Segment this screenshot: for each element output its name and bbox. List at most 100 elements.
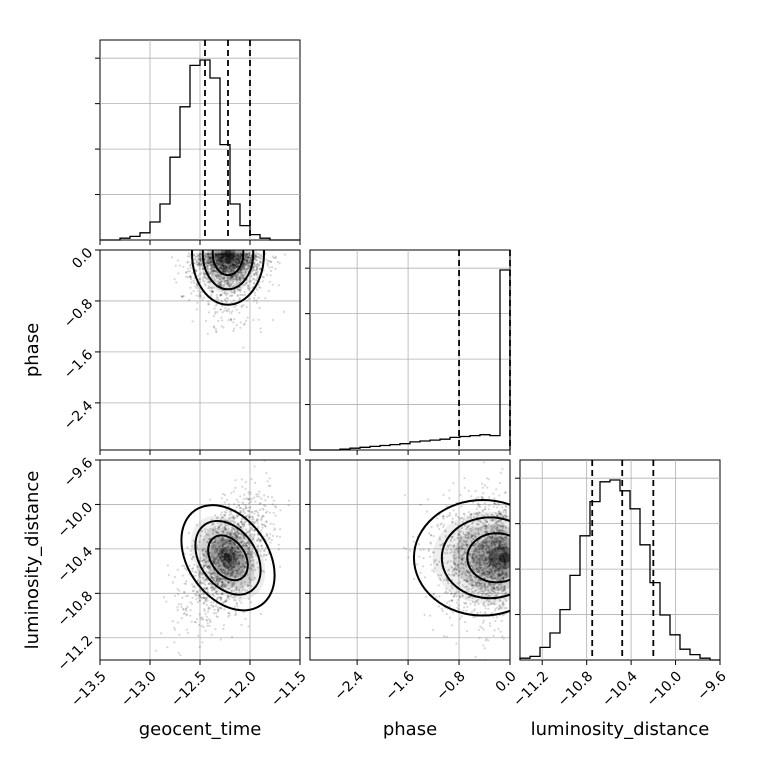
scatter-point (223, 571, 226, 575)
scatter-point (238, 271, 241, 274)
scatter-point (453, 532, 456, 535)
scatter-point (256, 518, 259, 521)
scatter-point (231, 585, 234, 588)
scatter-point (465, 533, 468, 537)
scatter-point (219, 256, 222, 260)
scatter-point (205, 560, 208, 564)
scatter-point (249, 261, 252, 264)
scatter-point (485, 587, 488, 590)
scatter-point (501, 572, 505, 575)
scatter-point (471, 521, 474, 524)
scatter-point (499, 553, 502, 557)
scatter-point (491, 559, 494, 562)
scatter-point (253, 299, 256, 302)
scatter-point (211, 266, 214, 269)
scatter-point (252, 277, 255, 281)
scatter-point (215, 531, 218, 534)
scatter-point (480, 582, 483, 585)
scatter-point (460, 567, 463, 570)
scatter-point (501, 571, 504, 574)
scatter-point (245, 255, 248, 258)
scatter-point (490, 537, 493, 540)
scatter-point (220, 539, 223, 543)
scatter-point (451, 520, 454, 523)
scatter-point (425, 595, 428, 598)
scatter-point (498, 573, 501, 576)
scatter-point (478, 590, 481, 593)
scatter-point (497, 575, 500, 579)
scatter-point (482, 602, 485, 605)
scatter-point (461, 526, 464, 529)
scatter-point (209, 264, 212, 267)
scatter-point (470, 583, 473, 586)
scatter-point (473, 580, 476, 583)
scatter-point (488, 560, 491, 563)
scatter-point (222, 493, 225, 496)
scatter-point (233, 263, 236, 266)
scatter-point (228, 261, 231, 264)
scatter-point (187, 260, 190, 263)
scatter-point (207, 269, 210, 272)
scatter-point (210, 575, 213, 579)
scatter-point (203, 554, 206, 557)
scatter-point (224, 542, 227, 546)
scatter-point (221, 264, 224, 267)
scatter-point (210, 555, 213, 559)
scatter-point (214, 259, 217, 262)
scatter-point (223, 255, 226, 258)
scatter-point (485, 543, 488, 546)
scatter-point (223, 552, 226, 556)
scatter-point (219, 253, 222, 256)
scatter-point (491, 528, 495, 531)
scatter-point (214, 256, 218, 259)
scatter-point (498, 574, 501, 577)
scatter-point (456, 537, 459, 540)
scatter-point (232, 566, 235, 569)
density-shade (207, 250, 249, 283)
scatter-point (494, 545, 497, 548)
scatter-point (436, 523, 439, 527)
scatter-point (490, 525, 493, 529)
scatter-point (211, 268, 214, 271)
scatter-point (473, 575, 476, 579)
scatter-point (214, 280, 217, 283)
scatter-point (492, 551, 495, 555)
scatter-point (470, 556, 473, 559)
scatter-point (211, 577, 214, 580)
scatter-point (488, 551, 491, 555)
scatter-point (194, 586, 197, 589)
scatter-point (199, 534, 203, 537)
scatter-point (456, 542, 459, 545)
scatter-point (245, 260, 248, 263)
scatter-point (248, 516, 251, 519)
scatter-point (491, 573, 494, 576)
scatter-point (251, 521, 255, 524)
scatter-point (203, 608, 206, 611)
scatter-point (231, 264, 235, 268)
scatter-point (209, 566, 212, 569)
scatter-point (220, 316, 223, 319)
scatter-point (230, 570, 233, 573)
scatter-point (505, 574, 508, 577)
scatter-point (202, 577, 205, 580)
scatter-point (235, 252, 239, 256)
scatter-point (224, 252, 227, 255)
scatter-point (470, 564, 473, 567)
scatter-point (247, 541, 250, 544)
scatter-point (471, 561, 474, 564)
scatter-point (232, 598, 236, 602)
scatter-point (239, 286, 242, 289)
scatter-point (485, 599, 488, 602)
scatter-point (228, 552, 231, 556)
scatter-point (241, 585, 244, 588)
scatter-point (234, 479, 237, 482)
scatter-point (223, 563, 226, 566)
scatter-point (214, 256, 217, 259)
scatter-point (235, 530, 238, 534)
scatter-point (255, 299, 258, 302)
scatter-point (197, 578, 200, 581)
scatter-point (226, 498, 229, 501)
scatter-point (204, 255, 207, 258)
scatter-point (241, 523, 244, 526)
scatter-point (224, 270, 227, 273)
